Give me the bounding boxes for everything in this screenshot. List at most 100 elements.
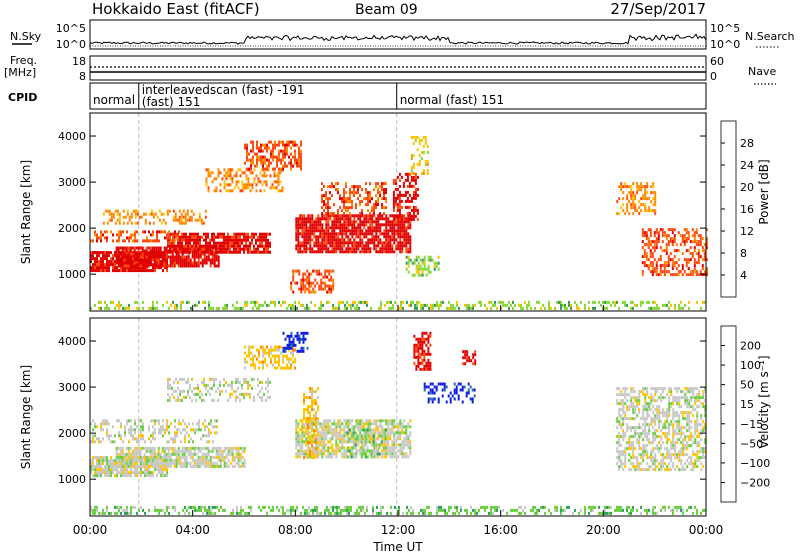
scatter-cell [413, 176, 415, 179]
scatter-cell [309, 247, 311, 250]
scatter-cell [158, 259, 160, 262]
scatter-cell [211, 239, 213, 242]
scatter-cell [250, 165, 252, 168]
scatter-cell [399, 238, 401, 241]
scatter-cell [407, 185, 409, 188]
scatter-cell [365, 214, 367, 217]
scatter-cell [315, 402, 317, 405]
scatter-cell [375, 185, 377, 188]
scatter-cell [260, 150, 262, 153]
scatter-cell [179, 216, 181, 219]
scatter-cell [698, 258, 700, 261]
scatter-cell [385, 214, 387, 217]
scatter-cell [662, 228, 664, 231]
scatter-cell [303, 235, 305, 238]
scatter-cell [408, 304, 410, 307]
scatter-cell [363, 247, 365, 250]
scatter-cell [301, 223, 303, 226]
noise-sky-trace [90, 34, 706, 44]
scatter-cell [389, 223, 391, 226]
scatter-cell [283, 332, 285, 335]
scatter-cell [169, 396, 171, 399]
scatter-cell [162, 230, 164, 233]
scatter-cell [379, 446, 381, 449]
scatter-cell [144, 440, 146, 443]
scatter-cell [329, 455, 331, 458]
scatter-cell [391, 229, 393, 232]
scatter-cell [325, 455, 327, 458]
scatter-cell [200, 428, 202, 431]
scatter-cell [313, 408, 315, 411]
scatter-cell [134, 465, 136, 468]
scatter-cell [134, 428, 136, 431]
scatter-cell [136, 437, 138, 440]
scatter-cell [196, 465, 198, 468]
scatter-cell [257, 393, 259, 396]
scatter-cell [319, 241, 321, 244]
scatter-cell [303, 335, 305, 338]
scatter-cell [240, 307, 242, 310]
date-title: 27/Sep/2017 [610, 0, 706, 18]
scatter-cell [377, 446, 379, 449]
scatter-cell [668, 258, 670, 261]
scatter-cell [341, 217, 343, 220]
scatter-cell [196, 262, 198, 265]
scatter-cell [260, 144, 262, 147]
scatter-cell [129, 216, 131, 219]
scatter-cell [413, 142, 415, 145]
scatter-cell [339, 431, 341, 434]
scatter-cell [409, 200, 411, 203]
scatter-cell [226, 453, 228, 456]
scatter-cell [136, 453, 138, 456]
scatter-cell [644, 188, 646, 191]
scatter-cell [403, 223, 405, 226]
scatter-cell [282, 144, 284, 147]
scatter-cell [262, 349, 264, 352]
scatter-cell [632, 206, 634, 209]
scatter-cell [337, 437, 339, 440]
scatter-cell [175, 248, 177, 251]
scatter-cell [413, 209, 415, 212]
scatter-cell [217, 399, 219, 402]
scatter-cell [214, 447, 216, 450]
scatter-cell [278, 156, 280, 159]
scatter-cell [168, 230, 170, 233]
scatter-cell [248, 349, 250, 352]
scatter-cell [268, 165, 270, 168]
scatter-cell [381, 206, 383, 209]
scatter-cell [149, 222, 151, 225]
scatter-cell [299, 338, 301, 341]
scatter-cell [229, 236, 231, 239]
scatter-cell [156, 462, 158, 465]
scatter-cell [204, 301, 206, 304]
scatter-cell [295, 217, 297, 220]
scatter-cell [220, 171, 222, 174]
scatter-cell [284, 153, 286, 156]
scatter-cell [375, 217, 377, 220]
scatter-cell [173, 219, 175, 222]
scatter-cell [286, 165, 288, 168]
scatter-cell [278, 159, 280, 162]
scatter-cell [614, 304, 616, 307]
scatter-cell [247, 236, 249, 239]
scatter-cell [331, 232, 333, 235]
scatter-cell [365, 197, 367, 200]
scatter-cell [140, 256, 142, 259]
scatter-cell [304, 288, 306, 291]
scatter-cell [118, 233, 120, 236]
scatter-cell [164, 474, 166, 477]
scatter-cell [176, 456, 178, 459]
scatter-cell [274, 144, 276, 147]
scatter-cell [626, 185, 628, 188]
scatter-cell [371, 206, 373, 209]
scatter-cell [203, 245, 205, 248]
scatter-cell [100, 260, 102, 263]
scatter-cell [138, 269, 140, 272]
scatter-cell [146, 253, 148, 256]
scatter-cell [407, 179, 409, 182]
scatter-cell [142, 462, 144, 465]
scatter-cell [502, 301, 504, 304]
scatter-cell [154, 447, 156, 450]
scatter-cell [146, 269, 148, 272]
scatter-cell [232, 304, 234, 307]
